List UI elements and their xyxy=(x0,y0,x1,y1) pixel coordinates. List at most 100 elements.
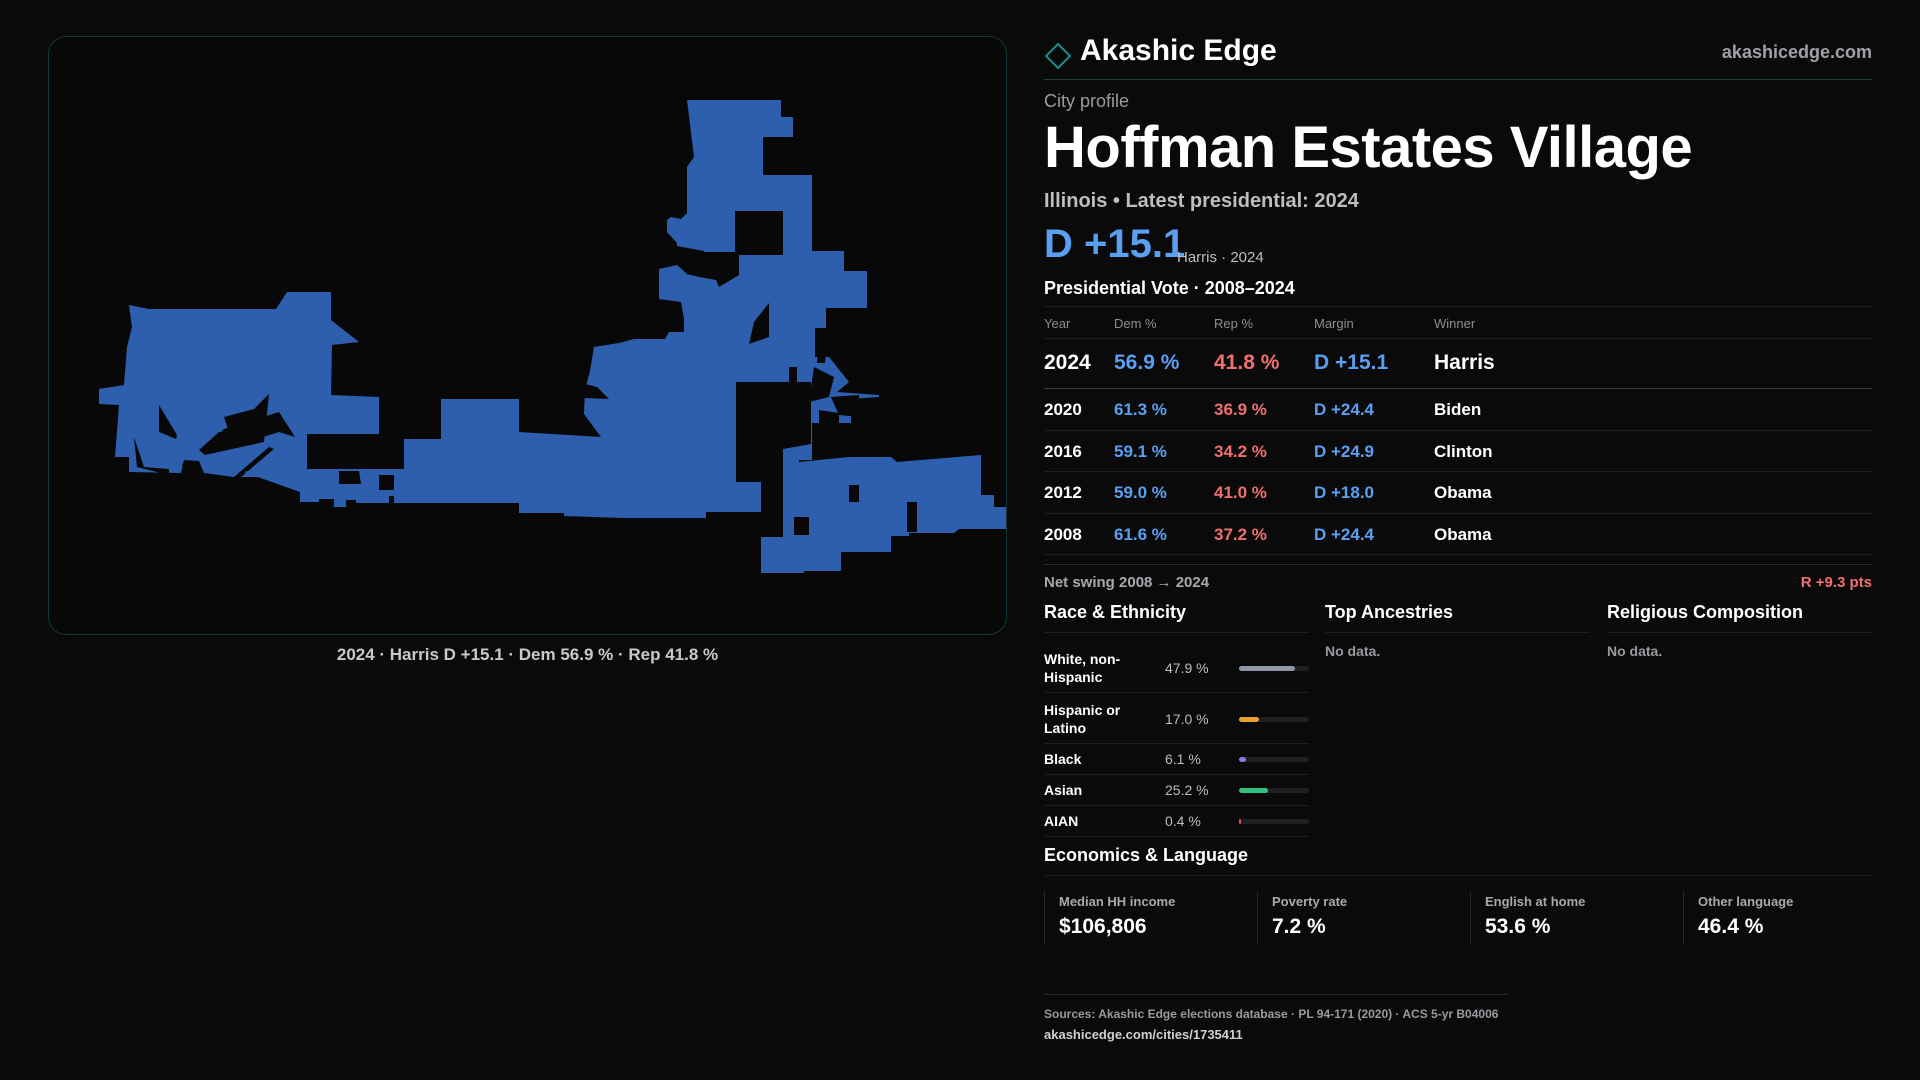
map-panel[interactable] xyxy=(48,36,1007,635)
row-rep: 37.2 % xyxy=(1214,524,1267,544)
row-rep: 41.0 % xyxy=(1214,483,1267,502)
row-year: 2020 xyxy=(1044,400,1082,419)
race-value: 6.1 % xyxy=(1165,751,1201,767)
econ-cell-income: Median HH income $106,806 xyxy=(1044,891,1241,945)
row-winner: Biden xyxy=(1434,400,1482,419)
race-bar-track xyxy=(1239,717,1309,722)
col-rep: Rep % xyxy=(1214,316,1254,331)
brand-name[interactable]: Akashic Edge xyxy=(1080,34,1277,67)
religion-block: Religious Composition No data. xyxy=(1607,602,1872,659)
row-margin: D +18.0 xyxy=(1314,483,1375,502)
econ-value: 53.6 % xyxy=(1485,915,1551,938)
race-value: 25.2 % xyxy=(1165,782,1209,798)
row-margin: D +24.4 xyxy=(1314,400,1375,419)
race-title: Race & Ethnicity xyxy=(1044,602,1309,633)
row-rep: 34.2 % xyxy=(1214,441,1267,461)
econ-label: Median HH income xyxy=(1059,894,1176,909)
col-year: Year xyxy=(1044,316,1071,331)
economics-title: Economics & Language xyxy=(1044,845,1249,865)
race-label: Black xyxy=(1044,751,1082,767)
econ-label: Other language xyxy=(1698,894,1794,909)
ancestries-empty: No data. xyxy=(1325,643,1381,659)
row-margin: D +15.1 xyxy=(1314,351,1389,374)
religion-empty: No data. xyxy=(1607,643,1663,659)
boundary-map[interactable] xyxy=(49,37,1007,635)
diamond-outline-icon xyxy=(1044,42,1072,70)
row-dem: 56.9 % xyxy=(1114,351,1180,374)
page-kicker: City profile xyxy=(1044,91,1130,111)
row-winner: Harris xyxy=(1434,351,1495,374)
race-value: 0.4 % xyxy=(1165,813,1201,829)
race-label: Hispanic or Latino xyxy=(1044,702,1121,736)
page-title: Hoffman Estates Village xyxy=(1044,115,1693,180)
vote-table: Year Dem % Rep % Margin Winner 2024 56.9… xyxy=(1044,306,1872,555)
race-row: AIAN 0.4 % xyxy=(1044,806,1309,837)
race-bar-fill xyxy=(1239,757,1247,762)
map-caption: 2024 · Harris D +15.1 · Dem 56.9 % · Rep… xyxy=(336,645,719,664)
econ-value: 7.2 % xyxy=(1272,915,1326,938)
race-label: AIAN xyxy=(1044,813,1079,829)
net-swing-row: Net swing 2008 → 2024 R +9.3 pts xyxy=(1044,564,1872,594)
race-bar-fill xyxy=(1239,666,1295,671)
row-year: 2024 xyxy=(1044,351,1091,374)
race-row: White, non-Hispanic 47.9 % xyxy=(1044,642,1309,693)
econ-label: English at home xyxy=(1485,894,1586,909)
race-bar-fill xyxy=(1239,717,1259,722)
col-dem: Dem % xyxy=(1114,316,1157,331)
row-rep: 36.9 % xyxy=(1214,400,1267,419)
table-row: 2024 56.9 % 41.8 % D +15.1 Harris xyxy=(1044,339,1872,389)
table-row: 2020 61.3 % 36.9 % D +24.4 Biden xyxy=(1044,389,1872,431)
race-ethnicity-block: Race & Ethnicity White, non-Hispanic 47.… xyxy=(1044,602,1309,837)
econ-cell-poverty: Poverty rate 7.2 % xyxy=(1257,891,1454,945)
table-row: 2016 59.1 % 34.2 % D +24.9 Clinton xyxy=(1044,431,1872,472)
economics-grid: Median HH income $106,806 Poverty rate 7… xyxy=(1044,891,1872,945)
race-row: Asian 25.2 % xyxy=(1044,775,1309,806)
city-boundary-shape xyxy=(99,100,1006,573)
sources-footer: Sources: Akashic Edge elections database… xyxy=(1044,994,1508,1042)
econ-cell-english: English at home 53.6 % xyxy=(1470,891,1667,945)
race-label: White, non-Hispanic xyxy=(1044,651,1121,685)
headline-note: Harris · 2024 xyxy=(1177,249,1264,266)
table-row: 2008 61.6 % 37.2 % D +24.4 Obama xyxy=(1044,514,1872,555)
race-bar-fill xyxy=(1239,788,1269,793)
vote-section-title: Presidential Vote · 2008–2024 xyxy=(1044,278,1295,298)
race-bar-track xyxy=(1239,819,1309,824)
brand-url-link[interactable]: akashicedge.com xyxy=(1721,42,1872,62)
row-winner: Obama xyxy=(1434,483,1492,502)
row-dem: 61.3 % xyxy=(1114,400,1167,419)
econ-value: $106,806 xyxy=(1059,915,1147,938)
sources-line: Sources: Akashic Edge elections database… xyxy=(1044,1007,1499,1021)
row-rep: 41.8 % xyxy=(1214,351,1280,374)
race-label: Asian xyxy=(1044,782,1083,798)
page-subtitle: Illinois • Latest presidential: 2024 xyxy=(1044,190,1359,212)
row-year: 2012 xyxy=(1044,483,1082,502)
race-value: 17.0 % xyxy=(1165,711,1209,727)
religion-title: Religious Composition xyxy=(1607,602,1872,633)
vote-table-header: Year Dem % Rep % Margin Winner xyxy=(1044,307,1872,339)
headline-margin: D +15.1 xyxy=(1044,222,1186,266)
brand-header: Akashic Edge akashicedge.com xyxy=(1044,32,1872,80)
row-dem: 59.0 % xyxy=(1114,483,1167,502)
econ-value: 46.4 % xyxy=(1698,915,1764,938)
race-bar-fill xyxy=(1239,819,1242,824)
row-margin: D +24.9 xyxy=(1314,441,1375,461)
map-holes xyxy=(134,211,917,537)
ancestries-block: Top Ancestries No data. xyxy=(1325,602,1590,659)
econ-label: Poverty rate xyxy=(1272,894,1348,909)
race-bar-track xyxy=(1239,757,1309,762)
table-row: 2012 59.0 % 41.0 % D +18.0 Obama xyxy=(1044,472,1872,514)
row-year: 2008 xyxy=(1044,524,1082,544)
race-bar-track xyxy=(1239,788,1309,793)
row-dem: 61.6 % xyxy=(1114,524,1167,544)
row-dem: 59.1 % xyxy=(1114,441,1167,461)
row-year: 2016 xyxy=(1044,441,1082,461)
race-row: Hispanic or Latino 17.0 % xyxy=(1044,693,1309,744)
econ-cell-other-language: Other language 46.4 % xyxy=(1683,891,1880,945)
source-url-link[interactable]: akashicedge.com/cities/1735411 xyxy=(1044,1027,1243,1042)
race-bar-track xyxy=(1239,666,1309,671)
col-winner: Winner xyxy=(1434,316,1476,331)
row-margin: D +24.4 xyxy=(1314,524,1375,544)
net-swing-value: R +9.3 pts xyxy=(1800,574,1872,591)
row-winner: Clinton xyxy=(1434,441,1493,461)
ancestries-title: Top Ancestries xyxy=(1325,602,1590,633)
